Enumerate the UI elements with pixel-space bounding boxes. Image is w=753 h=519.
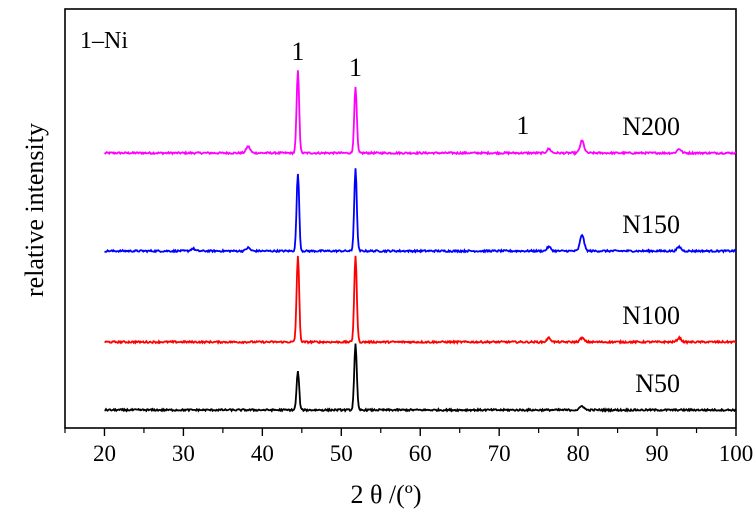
x-tick-label-50: 50: [330, 441, 353, 466]
peak-markers: 1 1 1: [291, 37, 529, 140]
series-label-N100: N100: [622, 301, 680, 330]
peak-marker-1: 1: [291, 37, 304, 66]
x-tick-label-20: 20: [93, 441, 116, 466]
x-tick-label-30: 30: [172, 441, 195, 466]
peak-marker-3: 1: [516, 111, 529, 140]
series-line-N100: [104, 255, 737, 345]
x-tick-label-40: 40: [251, 441, 274, 466]
x-axis: 20 30 40 50 60 70 80 90 100: [64, 428, 753, 466]
x-tick-label-100: 100: [719, 441, 753, 466]
x-tick-label-60: 60: [409, 441, 432, 466]
plot-frame: [64, 8, 737, 429]
series-label-N150: N150: [622, 210, 680, 239]
x-axis-label: 2 θ /(º): [350, 480, 421, 509]
legend-text: 1–Ni: [80, 28, 128, 54]
x-tick-label-90: 90: [646, 441, 669, 466]
series-line-N150: [104, 168, 737, 254]
x-tick-label-80: 80: [567, 441, 590, 466]
series-label-N50: N50: [635, 369, 680, 398]
series-line-N50: [104, 343, 737, 413]
peak-marker-2: 1: [349, 53, 362, 82]
series-label-N200: N200: [622, 112, 680, 141]
series-group: N200 N150 N100 N50: [103, 70, 737, 413]
x-tick-label-70: 70: [488, 441, 511, 466]
series-line-N200: [103, 70, 737, 157]
y-axis-label: relative intensity: [20, 123, 49, 297]
